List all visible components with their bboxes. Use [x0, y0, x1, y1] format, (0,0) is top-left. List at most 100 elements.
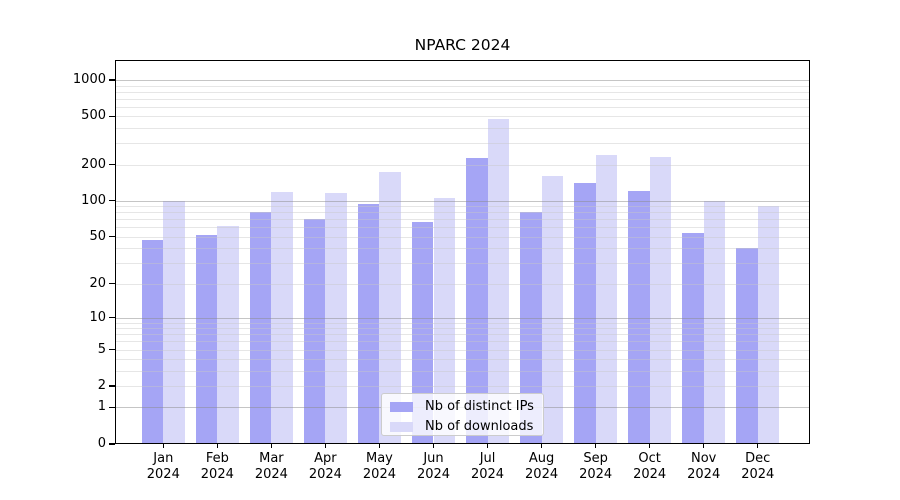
y-tick-label-20: 20 — [89, 275, 106, 291]
bar-nb-of-distinct-ips-nov-2024 — [682, 232, 704, 444]
bar-nb-of-distinct-ips-feb-2024 — [195, 234, 218, 444]
x-tick-dec — [757, 444, 759, 448]
x-tick-label-sep: Sep 2024 — [579, 451, 613, 482]
bar-nb-of-distinct-ips-apr-2024 — [303, 219, 326, 444]
y-tick-label-1: 1 — [97, 399, 106, 415]
legend-label-distinct-ips: Nb of distinct IPs — [425, 399, 534, 414]
gridline-6 — [115, 341, 810, 343]
x-tick-label-feb: Feb 2024 — [200, 451, 234, 482]
y-tick-label-1000: 1000 — [72, 71, 106, 87]
legend-label-downloads: Nb of downloads — [425, 419, 534, 434]
y-tick-label-100: 100 — [81, 192, 106, 208]
gridline-8 — [115, 328, 810, 330]
gridline-2 — [115, 386, 810, 388]
gridline-700 — [115, 98, 810, 100]
x-tick-label-aug: Aug 2024 — [525, 451, 559, 482]
y-tick-500 — [109, 115, 115, 118]
y-tick-2 — [109, 385, 115, 387]
bar-nb-of-downloads-jul-2024 — [487, 118, 510, 444]
bar-nb-of-downloads-feb-2024 — [217, 225, 239, 444]
gridline-50 — [115, 236, 810, 238]
gridline-10 — [115, 317, 810, 319]
y-tick-label-50: 50 — [89, 228, 106, 244]
y-tick-label-0: 0 — [97, 436, 106, 451]
gridline-40 — [115, 248, 810, 250]
x-tick-label-nov: Nov 2024 — [687, 451, 721, 482]
chart-title: NPARC 2024 — [414, 36, 511, 54]
bar-nb-of-downloads-may-2024 — [379, 171, 402, 444]
gridline-80 — [115, 212, 810, 214]
bar-nb-of-distinct-ips-mar-2024 — [249, 212, 272, 444]
bar-nb-of-distinct-ips-sep-2024 — [574, 183, 596, 444]
gridline-60 — [115, 227, 810, 229]
gridline-800 — [115, 91, 810, 93]
x-tick-jun — [432, 444, 435, 448]
gridline-300 — [115, 143, 810, 145]
x-tick-label-jan: Jan 2024 — [146, 451, 180, 482]
y-tick-label-500: 500 — [81, 108, 106, 124]
y-tick-200 — [109, 163, 115, 166]
gridline-30 — [115, 263, 810, 265]
y-tick-1000 — [109, 79, 115, 81]
x-tick-may — [378, 444, 381, 448]
x-tick-label-jul: Jul 2024 — [470, 451, 505, 482]
bar-nb-of-distinct-ips-dec-2024 — [736, 248, 758, 444]
x-tick-label-mar: Mar 2024 — [254, 451, 288, 482]
bar-nb-of-downloads-oct-2024 — [649, 157, 672, 444]
x-tick-label-may: May 2024 — [362, 451, 396, 482]
y-tick-label-10: 10 — [89, 309, 106, 325]
x-tick-feb — [216, 444, 218, 448]
y-tick-100 — [109, 200, 115, 202]
bar-nb-of-downloads-sep-2024 — [595, 155, 618, 444]
gridline-600 — [115, 106, 810, 108]
bar-nb-of-downloads-nov-2024 — [703, 200, 726, 444]
gridline-900 — [115, 85, 810, 87]
gridline-7 — [115, 334, 810, 336]
y-tick-50 — [109, 236, 115, 238]
legend-swatch-downloads — [390, 422, 413, 432]
x-tick-label-apr: Apr 2024 — [308, 451, 342, 482]
gridline-5 — [115, 349, 810, 351]
y-tick-1 — [109, 406, 115, 409]
y-tick-label-5: 5 — [97, 341, 106, 357]
y-tick-20 — [109, 282, 115, 285]
gridline-500 — [115, 116, 810, 118]
gridline-100 — [115, 200, 810, 202]
legend: Nb of distinct IPs Nb of downloads — [381, 393, 544, 436]
gridline-200 — [115, 164, 810, 166]
gridline-9 — [115, 322, 810, 324]
plot-area — [115, 60, 810, 444]
gridline-1000 — [115, 79, 810, 81]
y-tick-5 — [109, 348, 115, 351]
bar-nb-of-downloads-aug-2024 — [541, 176, 564, 444]
x-tick-label-dec: Dec 2024 — [741, 451, 775, 482]
y-tick-label-200: 200 — [81, 156, 106, 172]
bar-nb-of-downloads-dec-2024 — [757, 206, 780, 444]
x-tick-nov — [703, 444, 705, 448]
bar-nb-of-downloads-jan-2024 — [163, 200, 185, 444]
x-tick-mar — [270, 444, 273, 448]
gridline-90 — [115, 206, 810, 208]
x-tick-aug — [540, 444, 543, 448]
gridline-3 — [115, 370, 810, 372]
gridline-20 — [115, 283, 810, 285]
x-tick-jan — [162, 444, 164, 448]
y-tick-0 — [109, 443, 115, 445]
legend-row-downloads: Nb of downloads — [382, 419, 543, 435]
gridline-4 — [115, 359, 810, 361]
bar-nb-of-distinct-ips-aug-2024 — [519, 211, 542, 444]
bar-nb-of-distinct-ips-jul-2024 — [465, 158, 488, 444]
x-tick-oct — [649, 444, 651, 448]
x-tick-label-oct: Oct 2024 — [633, 451, 667, 482]
x-tick-label-jun: Jun 2024 — [416, 451, 451, 482]
x-tick-jul — [486, 444, 489, 448]
y-tick-label-2: 2 — [97, 378, 106, 394]
legend-swatch-distinct-ips — [390, 402, 413, 412]
x-tick-apr — [324, 444, 327, 448]
gridline-400 — [115, 128, 810, 130]
x-tick-sep — [594, 444, 597, 448]
bar-nb-of-downloads-jun-2024 — [433, 198, 456, 444]
bar-nb-of-distinct-ips-jun-2024 — [411, 221, 434, 444]
bar-nb-of-distinct-ips-may-2024 — [357, 203, 380, 444]
